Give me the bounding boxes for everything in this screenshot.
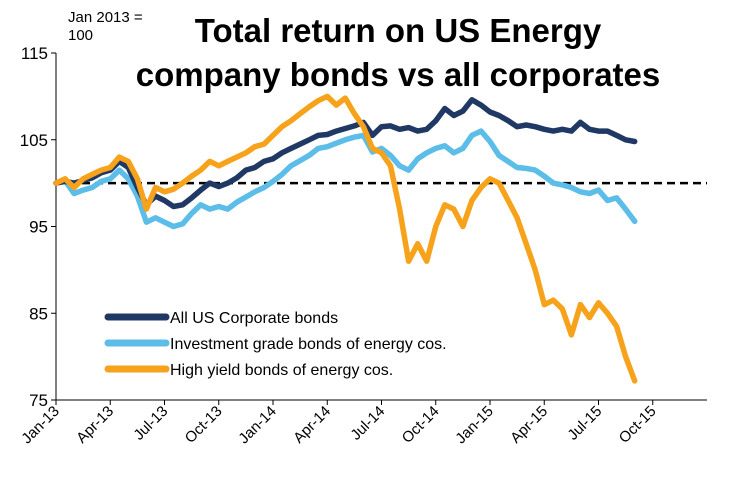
legend-label: Investment grade bonds of energy cos. (170, 336, 447, 353)
x-tick-label: Apr-13 (73, 403, 117, 447)
index-note-line-1: Jan 2013 = (68, 9, 143, 26)
chart-title-line-1: Total return on US Energy (195, 12, 602, 49)
legend-label: High yield bonds of energy cos. (170, 362, 393, 379)
x-tick-label: Jan-15 (452, 403, 496, 447)
x-tick-label: Oct-15 (616, 403, 660, 447)
x-tick-label: Apr-15 (507, 403, 551, 447)
series-group (53, 93, 638, 384)
y-tick-label: 115 (21, 44, 48, 63)
y-tick-label: 105 (20, 131, 48, 150)
legend-label: All US Corporate bonds (170, 310, 338, 327)
y-tick-label: 75 (29, 391, 48, 410)
series-line-investment-grade-bonds-of-energy-cos (53, 128, 638, 230)
index-note-line-2: 100 (68, 27, 93, 44)
series-line-high-yield-bonds-of-energy-cos (53, 93, 638, 384)
y-tick-label: 85 (29, 304, 48, 323)
x-tick-label: Jul-15 (564, 403, 605, 444)
x-tick-label: Jul-13 (130, 403, 171, 444)
y-tick-label: 95 (29, 218, 48, 237)
x-tick-label: Jan-14 (235, 403, 279, 447)
x-tick-label: Oct-13 (182, 403, 226, 447)
x-tick-label: Oct-14 (399, 403, 443, 447)
legend: All US Corporate bonds Investment grade b… (104, 310, 447, 379)
x-tick-label: Jul-14 (347, 403, 388, 444)
chart-title-line-2: company bonds vs all corporates (136, 56, 661, 93)
x-tick-label: Apr-14 (290, 403, 334, 447)
